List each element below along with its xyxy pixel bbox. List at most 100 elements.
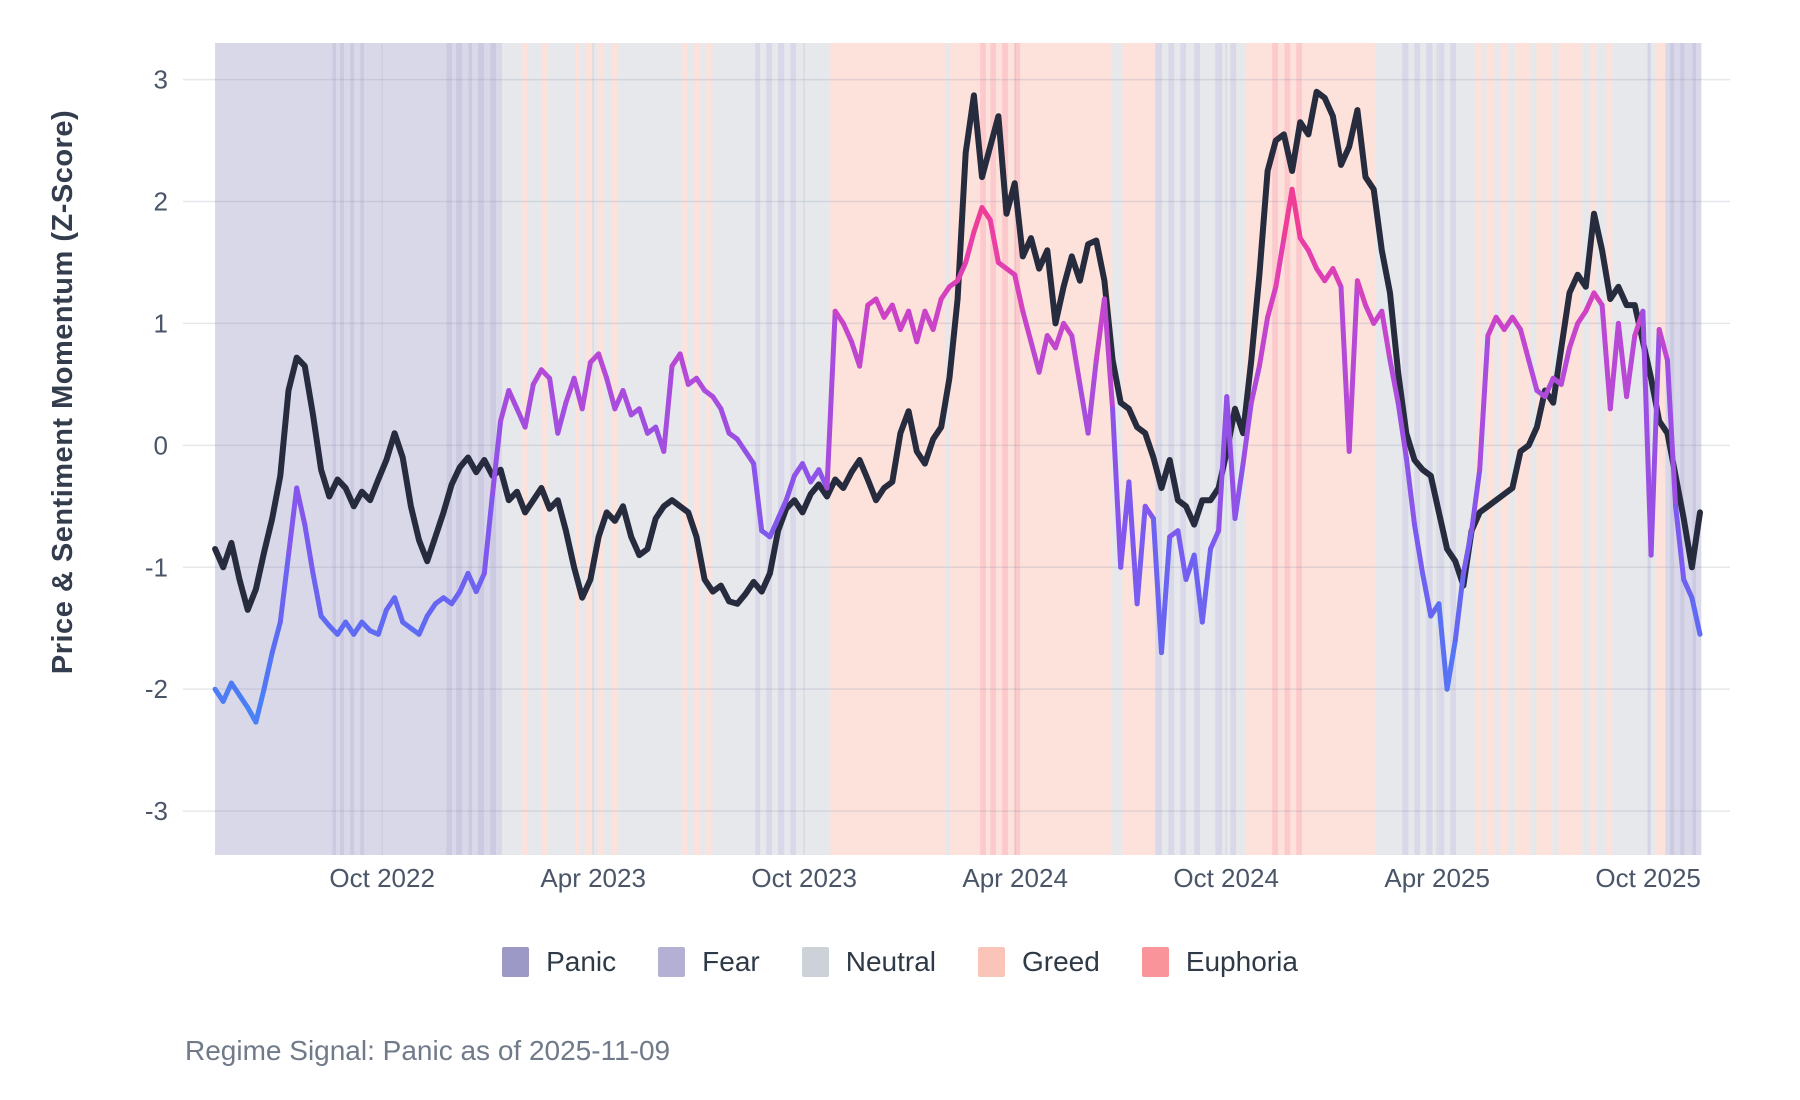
- regime-band-panic: [456, 43, 463, 855]
- regime-band-greed: [1558, 43, 1583, 855]
- sentiment-momentum-segment: [220, 680, 234, 704]
- regime-band-fear: [484, 43, 491, 855]
- regime-band-greed: [986, 43, 991, 855]
- sentiment-momentum-segment: [775, 497, 789, 521]
- regime-band-panic: [1680, 43, 1685, 855]
- regime-band-neutral: [1444, 43, 1451, 855]
- legend-label: Fear: [702, 946, 760, 977]
- regime-band-neutral: [772, 43, 778, 855]
- sentiment-momentum-segment: [1273, 235, 1287, 290]
- legend-item-neutral[interactable]: Neutral: [801, 946, 936, 978]
- regime-band-neutral: [712, 43, 756, 855]
- sentiment-momentum-segment: [1159, 534, 1173, 656]
- sentiment-momentum-segment: [1412, 522, 1426, 576]
- sentiment-momentum-segment: [1648, 327, 1662, 558]
- regime-band-greed: [830, 43, 946, 855]
- sentiment-momentum-segment: [392, 595, 406, 625]
- regime-band-greed: [1606, 43, 1613, 855]
- regime-band-greed: [542, 43, 549, 855]
- sentiment-momentum-segment: [269, 619, 283, 656]
- regime-band-neutral: [1530, 43, 1537, 855]
- regime-band-greed: [1590, 43, 1597, 855]
- x-tick-label: Oct 2023: [751, 863, 857, 893]
- sentiment-momentum-segment: [506, 388, 520, 412]
- sentiment-momentum-segment: [1232, 461, 1246, 521]
- sentiment-momentum-segment: [1134, 503, 1148, 607]
- regime-band-neutral: [1596, 43, 1607, 855]
- price-momentum-line: [212, 88, 1703, 613]
- sentiment-momentum-segment: [751, 461, 765, 534]
- sentiment-momentum-segment: [473, 570, 487, 595]
- sentiment-momentum-segment: [661, 363, 675, 454]
- regime-band-euphoria: [1284, 43, 1291, 855]
- sentiment-momentum-segment: [253, 686, 267, 725]
- sentiment-momentum-segment: [1256, 314, 1271, 369]
- legend-label: Panic: [546, 946, 617, 977]
- sentiment-momentum-segment: [555, 400, 569, 436]
- regime-signal-text: Regime Signal: Panic as of 2025-11-09: [185, 1035, 671, 1066]
- regime-band-fear: [1426, 43, 1433, 855]
- greed-swatch-icon: [977, 947, 1005, 977]
- regime-band-fear: [766, 43, 773, 855]
- sentiment-momentum-segment: [1191, 552, 1205, 625]
- regime-band-fear: [472, 43, 478, 855]
- sentiment-momentum-segment: [1069, 333, 1083, 387]
- sentiment-momentum-segment: [1363, 302, 1377, 326]
- x-tick-label: Apr 2025: [1384, 863, 1490, 893]
- regime-band-neutral: [688, 43, 695, 855]
- sentiment-momentum-segment: [1395, 400, 1409, 460]
- sentiment-momentum-segment: [375, 607, 389, 637]
- sentiment-momentum-segment: [522, 381, 536, 430]
- regime-band-neutral: [1508, 43, 1516, 855]
- sentiment-momentum-segment: [914, 308, 928, 345]
- sentiment-momentum-segment: [1289, 186, 1303, 241]
- sentiment-momentum-segment: [1640, 308, 1654, 558]
- regime-band-panic: [1692, 43, 1697, 855]
- sentiment-momentum-segment: [490, 418, 504, 497]
- legend-item-fear[interactable]: Fear: [658, 946, 760, 978]
- sentiment-momentum-segment: [1452, 570, 1466, 643]
- regime-band-neutral: [796, 43, 831, 855]
- sentiment-momentum-segment: [783, 473, 797, 503]
- regime-band-neutral: [784, 43, 791, 855]
- sentiment-momentum-segment: [1346, 278, 1360, 454]
- y-tick-label: -2: [145, 674, 168, 704]
- sentiment-momentum-segment: [286, 485, 300, 558]
- sentiment-momentum-segment: [1354, 278, 1368, 308]
- regime-band-neutral: [1199, 43, 1216, 855]
- regime-band-greed: [694, 43, 701, 855]
- sentiment-momentum-segment: [1689, 595, 1703, 637]
- sentiment-momentum-segment: [604, 375, 618, 412]
- legend-item-panic[interactable]: Panic: [502, 946, 616, 978]
- sentiment-momentum-segment: [302, 522, 316, 576]
- fear-swatch-icon: [658, 947, 686, 977]
- sentiment-momentum-segment: [1379, 308, 1393, 363]
- regime-band-greed: [585, 43, 593, 855]
- legend-label: Greed: [1021, 946, 1100, 977]
- sentiment-momentum-segment: [930, 296, 944, 332]
- regime-band-greed: [1655, 43, 1666, 855]
- regime-band-fear: [354, 43, 361, 855]
- sentiment-momentum-segment: [767, 516, 781, 540]
- sentiment-momentum-segment: [310, 570, 324, 619]
- regime-band-greed: [1278, 43, 1285, 855]
- sentiment-momentum-segment: [1583, 290, 1597, 314]
- sentiment-momentum-segment: [906, 308, 920, 345]
- legend-item-greed[interactable]: Greed: [977, 946, 1100, 978]
- x-tick-label: Oct 2025: [1595, 863, 1701, 893]
- regime-band-neutral: [1186, 43, 1195, 855]
- legend-item-euphoria[interactable]: Euphoria: [1141, 946, 1298, 978]
- sentiment-momentum-segment: [1240, 400, 1254, 467]
- regime-band-fear: [215, 43, 333, 855]
- sentiment-momentum-segment: [1607, 320, 1621, 412]
- regime-band-neutral: [1612, 43, 1649, 855]
- sentiment-momentum-segment: [1020, 308, 1034, 345]
- regime-band-euphoria: [990, 43, 997, 855]
- sentiment-momentum-segment: [636, 406, 650, 436]
- regime-band-fear: [778, 43, 785, 855]
- sentiment-momentum-segment: [677, 351, 691, 387]
- regime-band-neutral: [1375, 43, 1403, 855]
- sentiment-momentum-segment: [596, 351, 610, 381]
- legend-label: Neutral: [845, 946, 936, 977]
